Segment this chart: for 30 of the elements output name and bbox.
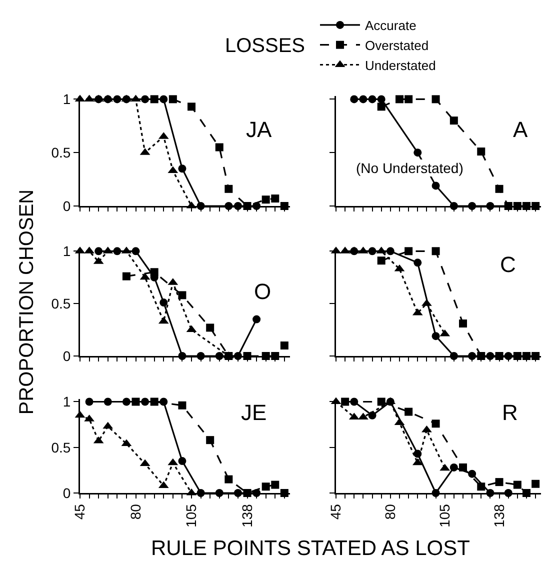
annotation: (No Understated)	[356, 160, 464, 176]
chart-title: LOSSES	[224, 35, 306, 57]
y-axis-title: PROPORTION CHOSEN	[16, 189, 38, 415]
x-axis-title: RULE POINTS STATED AS LOST	[151, 537, 470, 560]
legend-label: Accurate	[365, 18, 416, 34]
y-tick-label: 1	[62, 394, 71, 410]
annotation: A	[513, 117, 528, 142]
x-tick-label: 105	[183, 504, 200, 528]
x-tick-label: 80	[382, 504, 398, 520]
y-tick-label: 0	[62, 484, 71, 501]
y-tick-label: 0.5	[51, 144, 71, 160]
x-tick-label: 80	[127, 504, 144, 520]
y-tick-label: 1	[62, 91, 71, 108]
y-tick-label: 0	[62, 198, 71, 214]
y-tick-label: 0.5	[51, 295, 71, 312]
annotation: C	[500, 252, 516, 277]
y-tick-label: 0.5	[51, 439, 71, 456]
y-tick-label: 1	[62, 243, 71, 260]
legend-label: Overstated	[365, 38, 429, 53]
x-tick-label: 45	[328, 504, 344, 520]
annotation: O	[254, 279, 272, 304]
y-tick-label: 0	[62, 348, 71, 364]
annotation: R	[502, 400, 518, 425]
annotation: JA	[246, 117, 272, 142]
x-tick-label: 105	[436, 504, 452, 528]
legend-label: Understated	[365, 58, 436, 73]
x-tick-label: 138	[238, 504, 255, 528]
annotation: JE	[241, 400, 267, 425]
x-tick-label: 138	[490, 504, 507, 528]
x-tick-label: 45	[72, 504, 88, 520]
